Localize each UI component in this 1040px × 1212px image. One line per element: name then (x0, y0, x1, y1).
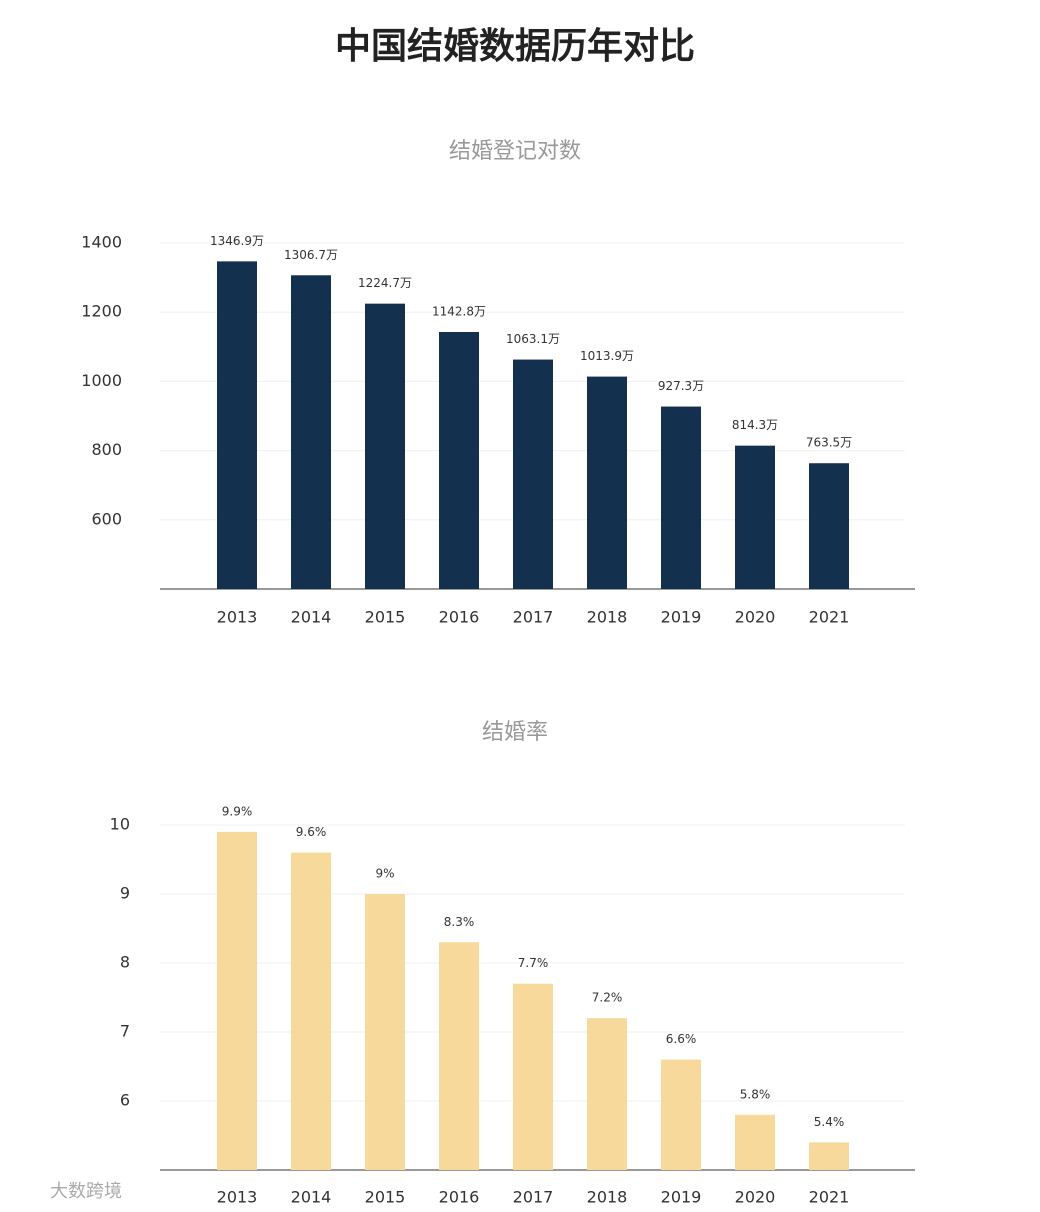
chart-title: 结婚率 (482, 720, 548, 745)
y-tick-label: 9 (120, 884, 130, 903)
value-label: 927.3万 (658, 379, 704, 393)
bar (291, 852, 331, 1170)
value-label: 9% (375, 867, 394, 881)
bar (735, 445, 775, 589)
bar (439, 942, 479, 1170)
value-label: 5.4% (814, 1115, 845, 1129)
value-label: 1224.7万 (358, 276, 412, 290)
x-tick-label: 2013 (217, 1188, 258, 1207)
value-label: 1306.7万 (284, 248, 338, 262)
bar (809, 1142, 849, 1170)
bar (365, 894, 405, 1170)
x-tick-label: 2017 (513, 1188, 554, 1207)
x-tick-label: 2018 (587, 1188, 628, 1207)
page-title: 中国结婚数据历年对比 (335, 26, 695, 67)
bar (587, 1018, 627, 1170)
value-label: 763.5万 (806, 436, 852, 450)
x-tick-label: 2019 (661, 1188, 702, 1207)
x-tick-label: 2016 (439, 608, 480, 627)
bar (217, 261, 257, 589)
bar (439, 331, 479, 589)
value-label: 8.3% (444, 915, 475, 929)
x-tick-label: 2018 (587, 608, 628, 627)
bar (809, 463, 849, 589)
y-tick-label: 600 (91, 509, 122, 528)
chart-title: 结婚登记对数 (449, 139, 581, 164)
value-label: 6.6% (666, 1032, 697, 1046)
bar (661, 1059, 701, 1170)
value-label: 1142.8万 (432, 304, 486, 318)
y-tick-label: 8 (120, 953, 130, 972)
bar (365, 303, 405, 589)
value-label: 1063.1万 (506, 332, 560, 346)
x-tick-label: 2017 (513, 608, 554, 627)
x-tick-label: 2020 (735, 1188, 776, 1207)
x-tick-label: 2021 (809, 608, 850, 627)
bar (217, 831, 257, 1170)
bar (513, 983, 553, 1170)
y-tick-label: 7 (120, 1022, 130, 1041)
bar (661, 406, 701, 589)
watermark: 大数跨境 (50, 1181, 122, 1202)
y-tick-label: 1000 (81, 371, 122, 390)
bar (735, 1114, 775, 1170)
x-tick-label: 2014 (291, 1188, 332, 1207)
value-label: 5.8% (740, 1087, 771, 1101)
value-label: 1346.9万 (210, 234, 264, 248)
y-tick-label: 6 (120, 1091, 130, 1110)
x-tick-label: 2021 (809, 1188, 850, 1207)
x-tick-label: 2015 (365, 608, 406, 627)
value-label: 814.3万 (732, 418, 778, 432)
value-label: 7.7% (518, 956, 549, 970)
value-label: 1013.9万 (580, 349, 634, 363)
value-label: 9.9% (222, 804, 253, 818)
y-tick-label: 1400 (81, 233, 122, 252)
x-tick-label: 2015 (365, 1188, 406, 1207)
y-tick-label: 1200 (81, 302, 122, 321)
y-tick-label: 800 (91, 440, 122, 459)
value-label: 9.6% (296, 825, 327, 839)
x-tick-label: 2019 (661, 608, 702, 627)
x-tick-label: 2014 (291, 608, 332, 627)
value-label: 7.2% (592, 991, 623, 1005)
bar (513, 359, 553, 589)
x-tick-label: 2016 (439, 1188, 480, 1207)
bar (291, 275, 331, 589)
bar (587, 376, 627, 589)
x-tick-label: 2020 (735, 608, 776, 627)
x-tick-label: 2013 (217, 608, 258, 627)
y-tick-label: 10 (110, 815, 130, 834)
